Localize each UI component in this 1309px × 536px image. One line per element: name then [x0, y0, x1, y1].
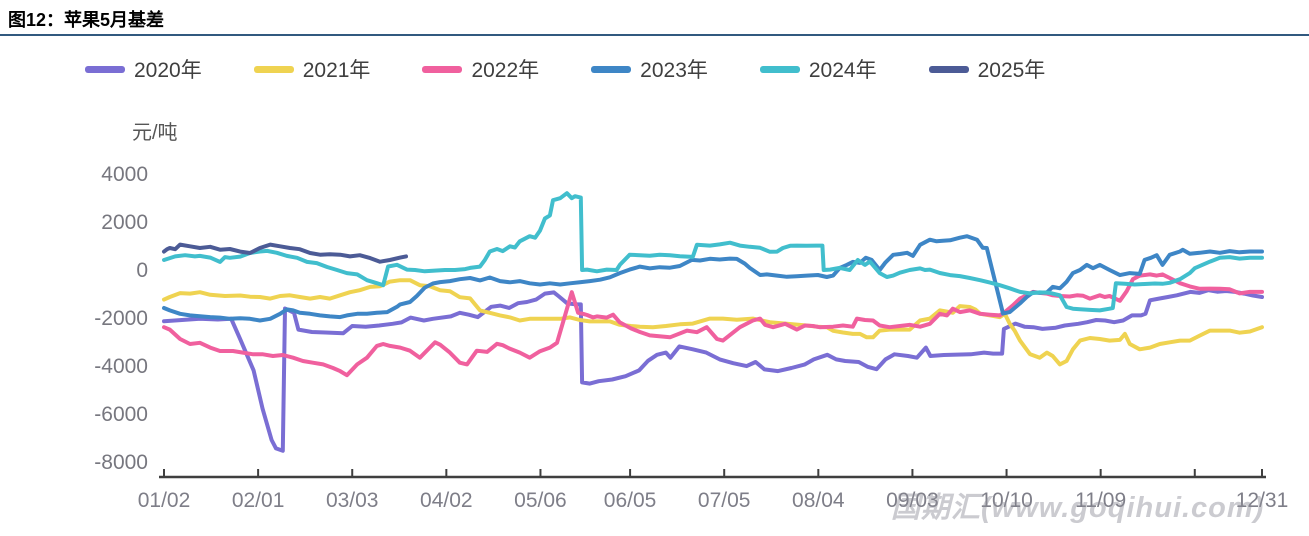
legend-swatch	[928, 65, 969, 73]
series-line-2023	[162, 234, 1264, 323]
legend-swatch	[85, 65, 125, 73]
x-tick-label: 02/01	[231, 489, 285, 512]
series-line-2025	[162, 242, 408, 264]
x-tick-label: 11/09	[1075, 489, 1127, 512]
y-tick-label: 2000	[101, 211, 148, 234]
legend-label: 2020年	[134, 59, 202, 82]
title-divider: 图12：苹果5月基差	[0, 0, 1309, 36]
figure-title: 图12：苹果5月基差	[8, 10, 165, 30]
legend-label: 2024年	[808, 59, 877, 82]
y-axis-unit: 元/吨	[132, 122, 178, 144]
legend-item-2024: 2024年	[759, 54, 877, 84]
y-tick-label: -8000	[94, 451, 148, 474]
legend-label: 2023年	[640, 59, 708, 82]
legend-swatch	[759, 65, 800, 73]
series-line-2024	[162, 191, 1264, 313]
series-line-2020	[162, 288, 1264, 453]
legend-item-2023: 2023年	[591, 54, 708, 84]
legend-label: 2021年	[302, 59, 371, 82]
legend-label: 2022年	[471, 59, 540, 82]
x-tick-label: 12/31	[1235, 489, 1289, 512]
legend-swatch	[591, 65, 632, 73]
x-tick-label: 10/10	[980, 489, 1033, 512]
legend-item-2020: 2020年	[85, 54, 202, 84]
legend-item-2022: 2022年	[422, 54, 539, 84]
y-tick-label: 0	[136, 259, 148, 282]
x-tick-label: 04/02	[420, 489, 473, 512]
legend-item-2025: 2025年	[928, 54, 1046, 84]
x-tick-label: 05/06	[514, 489, 567, 512]
legend-item-2021: 2021年	[253, 54, 371, 84]
series-line-2021	[162, 278, 1264, 367]
y-tick-label: -2000	[94, 307, 148, 330]
x-tick-label: 09/03	[886, 489, 939, 512]
legend-label: 2025年	[977, 59, 1046, 82]
legend-swatch	[253, 65, 294, 73]
series-line-2022	[162, 272, 1264, 378]
x-tick-label: 01/02	[137, 489, 191, 512]
y-tick-label: 4000	[101, 163, 148, 186]
y-tick-label: -4000	[94, 355, 148, 378]
x-tick-label: 03/03	[325, 489, 379, 512]
y-tick-label: -6000	[94, 403, 148, 426]
x-tick-label: 08/04	[792, 489, 845, 512]
x-tick-label: 06/05	[603, 489, 657, 512]
chart-legend: 2020年 2021年 2022年 2023年 2024年 2025年	[85, 54, 1097, 84]
legend-swatch	[422, 65, 463, 73]
x-tick-label: 07/05	[697, 489, 751, 512]
